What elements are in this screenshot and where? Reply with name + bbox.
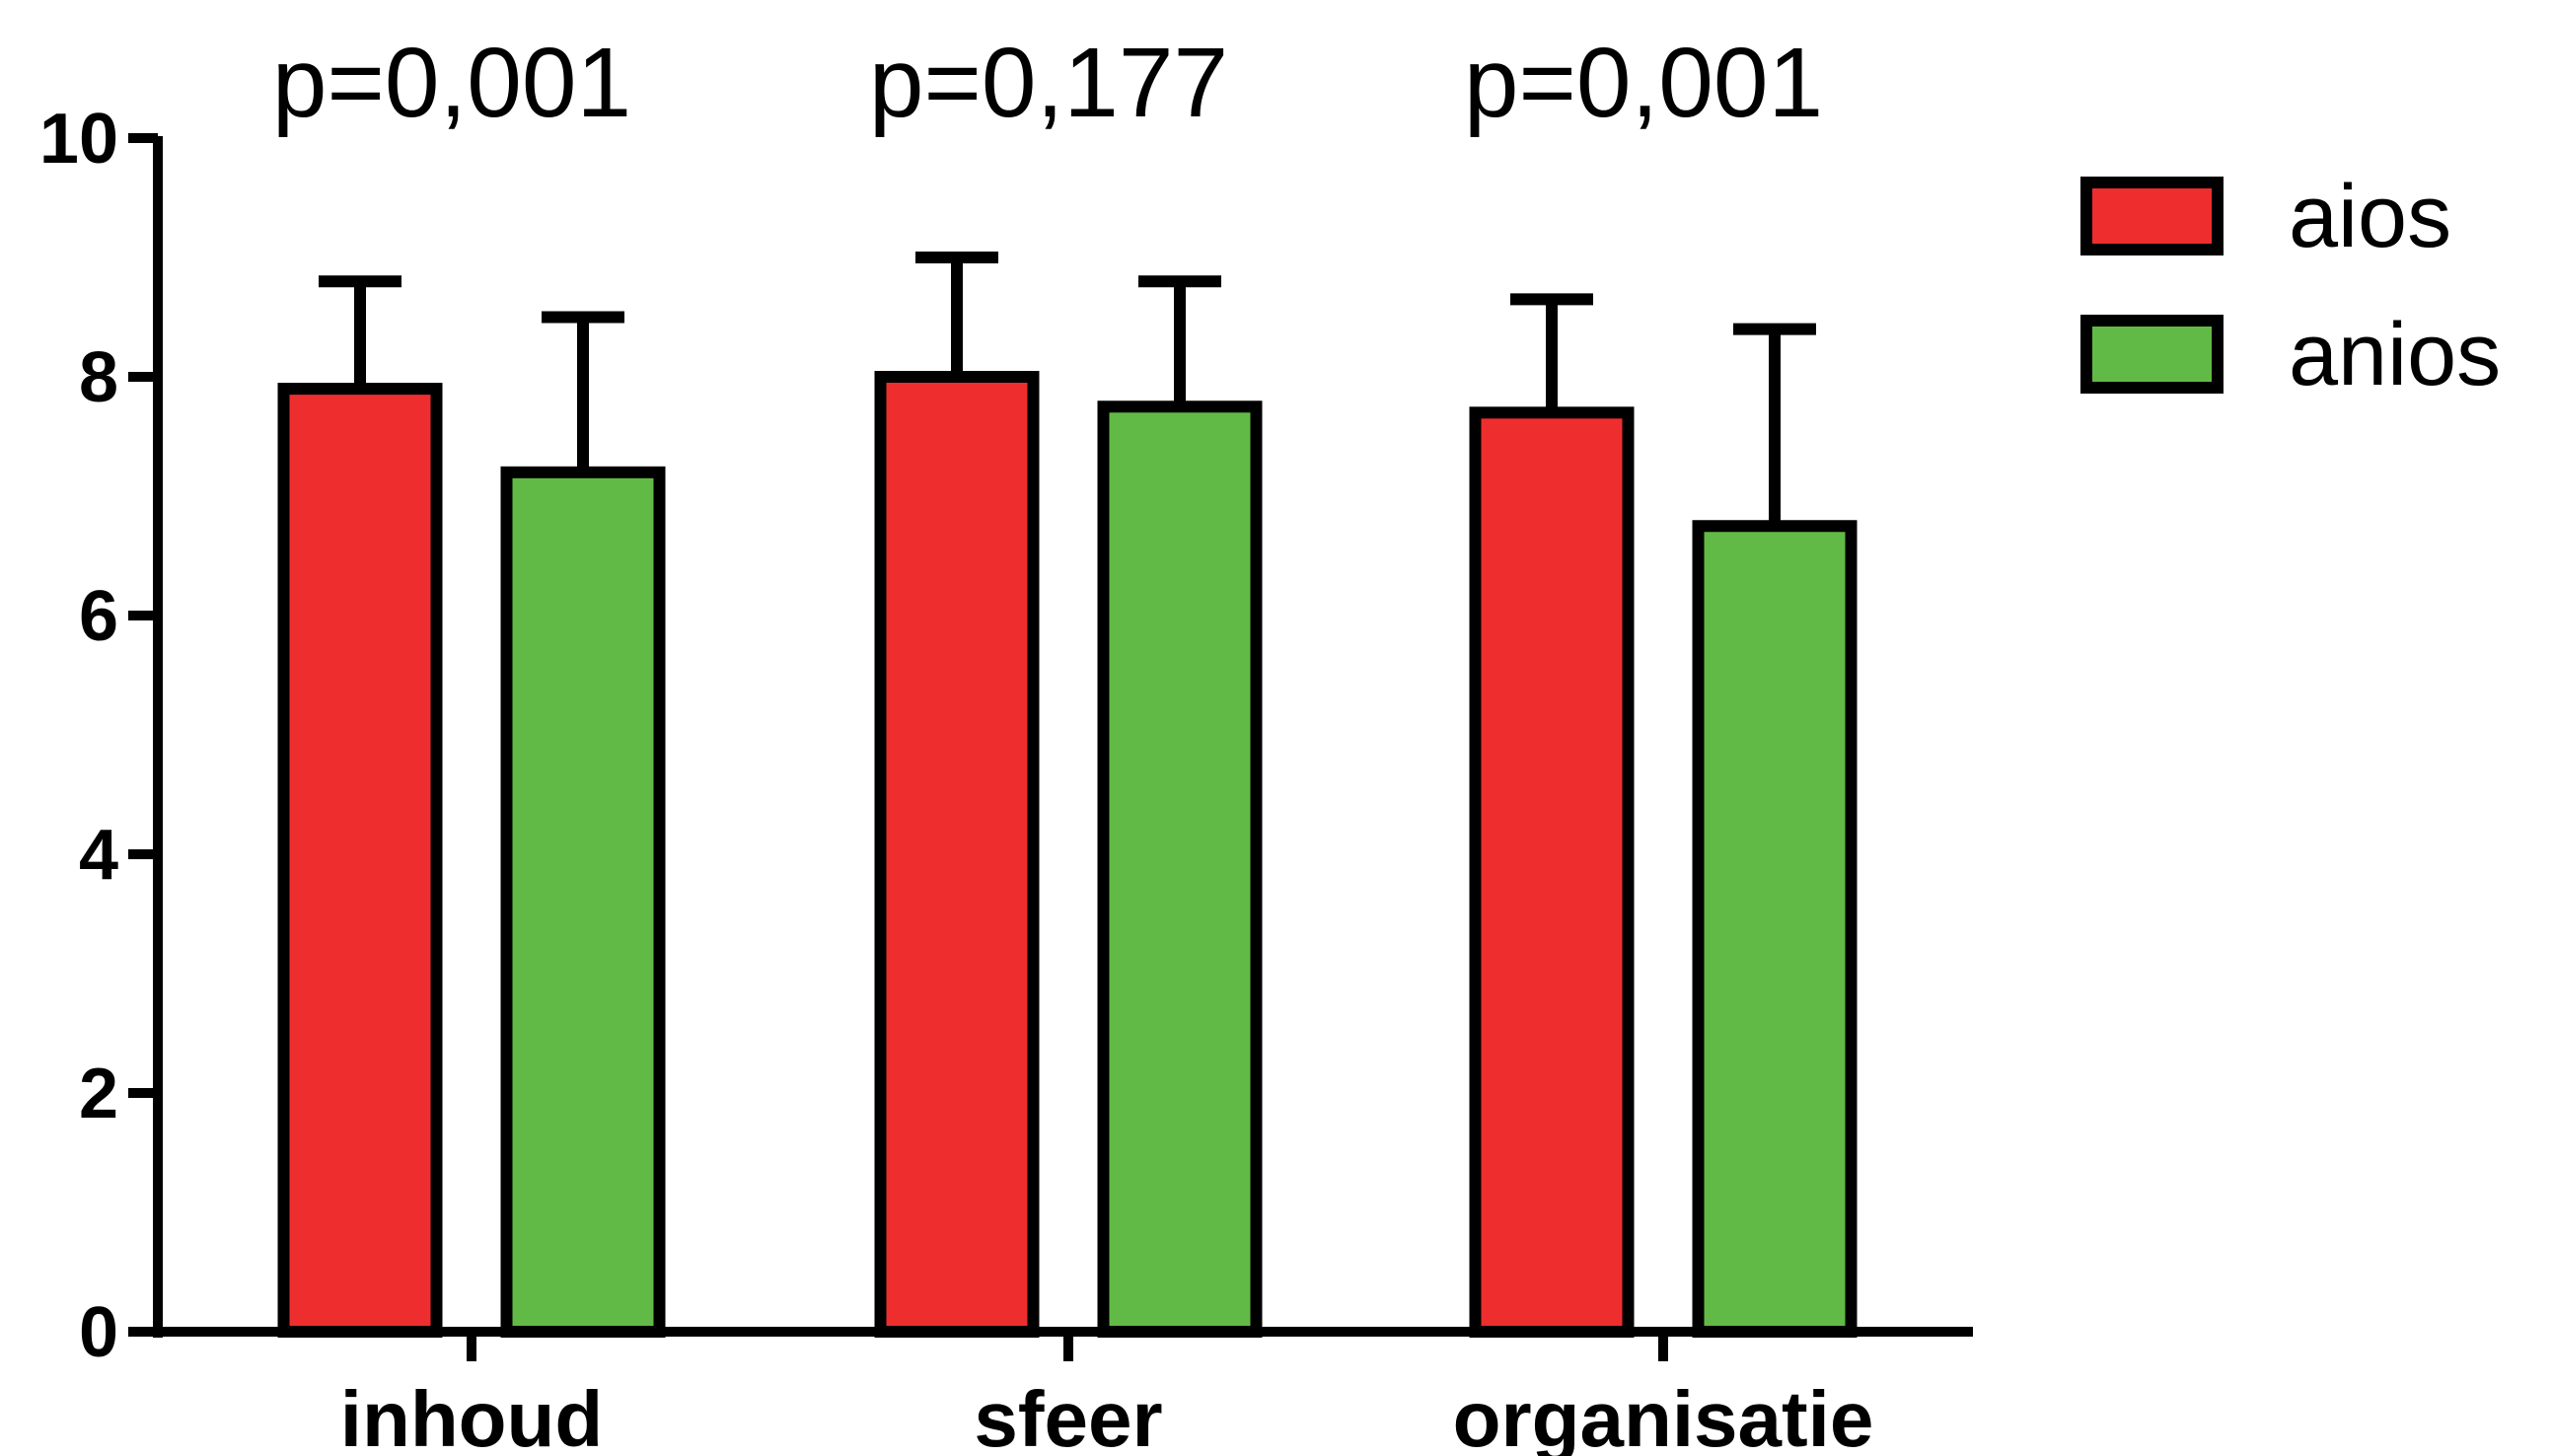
legend-swatch-aios: [2086, 182, 2218, 250]
y-tick-label: 0: [79, 1293, 118, 1372]
legend: aios anios: [2086, 168, 2501, 404]
y-tick-label: 4: [79, 816, 118, 895]
x-category-label: organisatie: [1453, 1375, 1874, 1456]
y-tick-label: 2: [79, 1055, 118, 1133]
legend-swatch-anios: [2086, 321, 2218, 388]
y-tick-label: 10: [39, 100, 118, 179]
x-category-label: sfeer: [974, 1375, 1162, 1456]
bar-anios-inhoud: [507, 473, 660, 1332]
y-tick-label: 8: [79, 338, 118, 417]
p-value-annotation: p=0,001: [272, 28, 631, 138]
bar-aios-organisatie: [1476, 412, 1629, 1332]
p-value-annotation: p=0,177: [869, 28, 1228, 138]
bar-anios-sfeer: [1104, 406, 1257, 1332]
p-value-annotation: p=0,001: [1464, 28, 1823, 138]
bar-aios-inhoud: [284, 389, 437, 1332]
bar-anios-organisatie: [1699, 526, 1852, 1332]
labels: p=0,001 p=0,177 p=0,001: [272, 28, 1823, 138]
x-category-label: inhoud: [340, 1375, 604, 1456]
y-tick-label: 6: [79, 577, 118, 656]
bar-aios-sfeer: [881, 377, 1034, 1332]
legend-label-anios: anios: [2289, 306, 2501, 404]
bars: [284, 257, 1852, 1332]
legend-label-aios: aios: [2289, 168, 2451, 266]
